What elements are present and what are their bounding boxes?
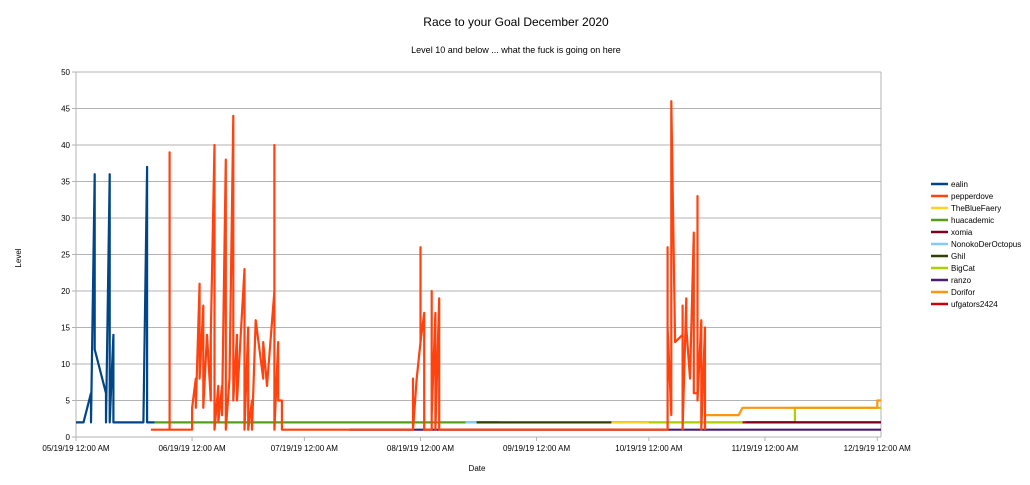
y-tick-label: 15	[61, 324, 70, 333]
y-tick-label: 20	[61, 287, 70, 296]
legend-label-ranzo: ranzo	[951, 276, 972, 285]
series-line-dorifor	[705, 399, 881, 417]
y-tick-label: 35	[61, 178, 70, 187]
x-tick-label: 11/19/19 12:00 AM	[732, 444, 799, 453]
x-axis-label: Date	[469, 464, 486, 473]
y-tick-label: 40	[61, 141, 70, 150]
legend-label-pepperdove: pepperdove	[951, 192, 994, 201]
y-tick-label: 25	[61, 251, 70, 260]
legend-label-ghil: Ghil	[951, 252, 965, 261]
y-tick-label: 5	[66, 397, 71, 406]
x-tick-label: 12/19/19 12:00 AM	[844, 444, 912, 453]
legend-label-xomia: xomia	[951, 228, 973, 237]
legend-label-huacademic: huacademic	[951, 216, 994, 225]
x-tick-label: 06/19/19 12:00 AM	[158, 444, 226, 453]
legend-label-thebluefaery: TheBlueFaery	[951, 204, 1001, 213]
y-axis-ticks: 0 5 10 15 20 25 30 35 40 45 50	[61, 68, 76, 442]
x-tick-label: 09/19/19 12:00 AM	[503, 444, 571, 453]
y-axis-label: Level	[14, 248, 23, 267]
legend-label-ealin: ealin	[951, 180, 968, 189]
chart-title: Race to your Goal December 2020	[423, 15, 609, 29]
x-tick-label: 07/19/19 12:00 AM	[271, 444, 339, 453]
y-tick-label: 45	[61, 105, 70, 114]
series-line-pepperdove	[150, 100, 707, 431]
y-tick-label: 30	[61, 214, 70, 223]
legend-label-nonokoderoctopus: NonokoDerOctopus	[951, 240, 1021, 249]
series-line-ealin	[76, 165, 155, 424]
y-tick-label: 50	[61, 68, 70, 77]
y-tick-label: 0	[66, 433, 71, 442]
legend-label-ufgators2424: ufgators2424	[951, 300, 998, 309]
x-tick-label: 08/19/19 12:00 AM	[387, 444, 455, 453]
x-axis-ticks: 05/19/19 12:00 AM 06/19/19 12:00 AM 07/19/…	[42, 437, 911, 453]
plot-area	[76, 100, 881, 431]
legend: ealin pepperdove TheBlueFaery huacademic xom…	[931, 180, 1021, 309]
y-tick-label: 10	[61, 360, 70, 369]
legend-label-dorifor: Dorifor	[951, 288, 975, 297]
chart-subtitle: Level 10 and below ... what the fuck is …	[411, 45, 621, 55]
legend-label-bigcat: BigCat	[951, 264, 976, 273]
x-tick-label: 10/19/19 12:00 AM	[615, 444, 683, 453]
x-tick-label: 05/19/19 12:00 AM	[42, 444, 110, 453]
